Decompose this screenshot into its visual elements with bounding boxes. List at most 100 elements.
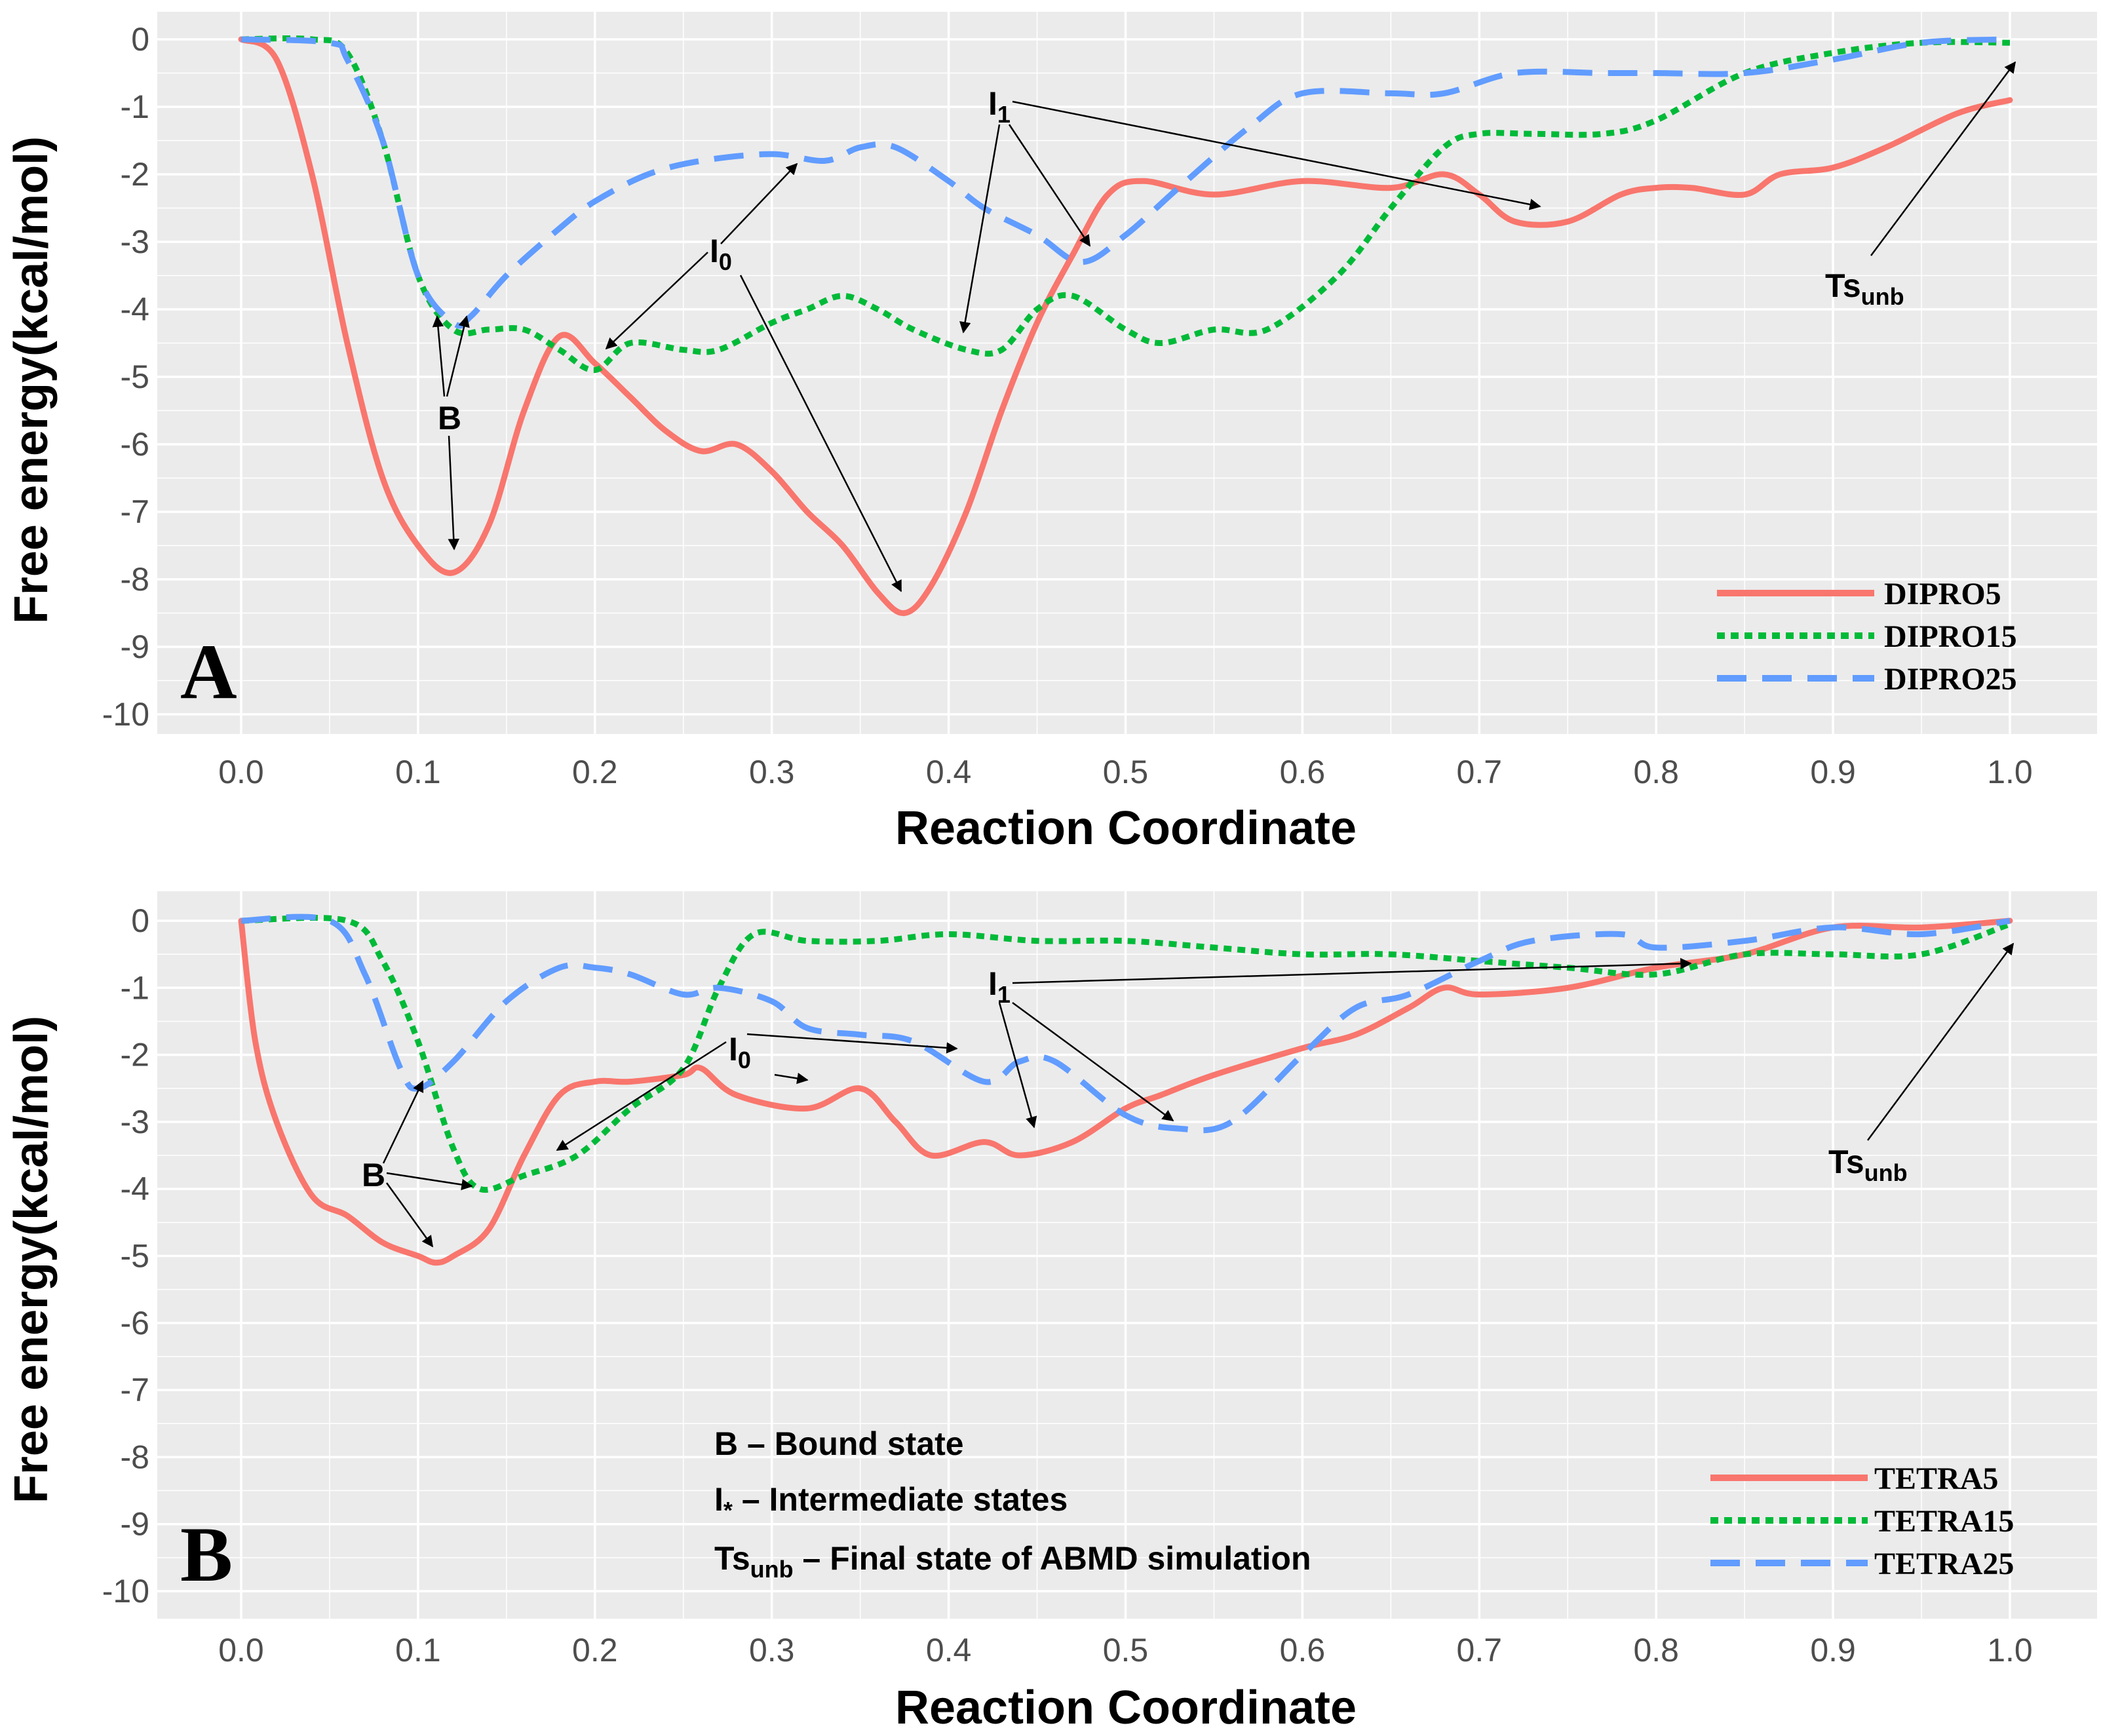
y-tick-label: -4: [121, 291, 149, 328]
arrow-a-b-3: [448, 435, 460, 550]
x-tick-label: 0.5: [1103, 754, 1149, 790]
arrow-a-i0-2: [720, 163, 798, 244]
arrow-a-i1-3: [1012, 100, 1541, 210]
panel-b-series: [238, 914, 2013, 1266]
y-tick-label: -1: [121, 88, 149, 125]
panel-b-grid: [157, 891, 2097, 1619]
y-tick-label: -2: [121, 1037, 149, 1073]
legend-label-tetra15: TETRA15: [1874, 1504, 2014, 1539]
panel-b-annotations: B I0 I1 Tsunb: [362, 942, 2014, 1248]
panel-a: 0-1-2-3-4-5-6-7-8-9-10 0.0 0.1 0.2 0.3 0.4 0.…: [5, 12, 2097, 855]
y-tick-label: -10: [102, 1573, 149, 1610]
x-tick-label: 0.0: [218, 1632, 264, 1668]
arrow-b-i1-1: [998, 1002, 1037, 1128]
y-tick-label: -4: [121, 1170, 149, 1207]
panel-a-series: [238, 35, 2013, 617]
legend-label-dipro25: DIPRO25: [1884, 662, 2017, 697]
annotation-a-b: B: [438, 400, 461, 436]
arrow-a-b-2: [446, 315, 470, 397]
y-tick-label: -6: [121, 426, 149, 463]
y-tick-label: -7: [121, 1372, 149, 1408]
y-tick-label: 0: [131, 902, 149, 939]
x-tick-label: 0.5: [1103, 1632, 1149, 1668]
x-tick-label: 0.0: [218, 754, 264, 790]
panel-b-y-axis-title: Free energy(kcal/mol): [5, 1016, 58, 1503]
x-tick-label: 0.3: [749, 754, 795, 790]
panel-b: 0 -1 -2 -3 -4 -5 -6 -7 -8 -9 -10 0.0 0.1 0.2 0.3 0.4 0.…: [5, 891, 2097, 1734]
x-tick-label: 0.2: [572, 754, 618, 790]
panel-a-letter: A: [180, 628, 237, 715]
annotation-a-i1: I1: [988, 85, 1011, 128]
panel-b-legend: TETRA5 TETRA15 TETRA25: [1710, 1461, 2014, 1581]
x-tick-label: 0.4: [926, 754, 972, 790]
panel-a-x-ticks: 0.0 0.1 0.2 0.3 0.4 0.5 0.6 0.7 0.8 0.9 1.0: [218, 754, 2033, 790]
note-bound-state: B – Bound state: [714, 1425, 964, 1462]
panel-b-letter: B: [180, 1511, 233, 1598]
y-tick-label: -3: [121, 1104, 149, 1140]
arrow-b-b-3: [385, 1182, 434, 1248]
panel-b-x-axis-title: Reaction Coordinate: [895, 1682, 1357, 1734]
x-tick-label: 0.3: [749, 1632, 795, 1668]
y-tick-label: -5: [121, 1238, 149, 1275]
panel-b-x-ticks: 0.0 0.1 0.2 0.3 0.4 0.5 0.6 0.7 0.8 0.9 1.0: [218, 1632, 2033, 1668]
legend-notes: B – Bound state I* – Intermediate states…: [714, 1425, 1311, 1583]
y-tick-label: -9: [121, 1506, 149, 1543]
series-line-tetra25: [241, 914, 2011, 1134]
series-line-tetra5: [238, 917, 2013, 1266]
legend-label-tetra25: TETRA25: [1874, 1547, 2014, 1581]
x-tick-label: 0.9: [1810, 754, 1856, 790]
arrow-b-b-1: [382, 1080, 424, 1164]
panel-a-annotations: B I0 I1 Tsunb: [432, 61, 2016, 592]
y-tick-label: 0: [131, 21, 149, 58]
annotation-b-i1: I1: [988, 965, 1011, 1008]
note-intermediate-states: I* – Intermediate states: [714, 1481, 1068, 1524]
arrow-a-i0-3: [739, 275, 902, 592]
x-tick-label: 0.2: [572, 1632, 618, 1668]
x-tick-label: 0.1: [395, 754, 441, 790]
panel-a-x-axis-title: Reaction Coordinate: [895, 802, 1357, 855]
panel-b-y-ticks: 0 -1 -2 -3 -4 -5 -6 -7 -8 -9 -10: [102, 902, 149, 1610]
x-tick-label: 0.1: [395, 1632, 441, 1668]
x-tick-label: 1.0: [1987, 1632, 2033, 1668]
arrow-b-tsunb: [1866, 942, 2014, 1141]
annotation-b-i0: I0: [729, 1031, 751, 1073]
arrow-a-i1-2: [1008, 124, 1091, 247]
y-tick-label: -8: [121, 1438, 149, 1475]
x-tick-label: 0.8: [1633, 754, 1679, 790]
panel-a-background: [157, 12, 2097, 734]
legend-label-tetra5: TETRA5: [1874, 1461, 1998, 1496]
arrow-a-b-1: [432, 315, 446, 397]
note-final-state: Tsunb – Final state of ABMD simulation: [714, 1540, 1311, 1583]
annotation-b-b: B: [362, 1157, 385, 1193]
arrow-b-i0-2: [746, 1033, 958, 1054]
arrow-a-i0-1: [605, 252, 708, 350]
x-tick-label: 0.6: [1280, 1632, 1326, 1668]
series-line-tetra15: [241, 914, 2011, 1193]
y-tick-label: -8: [121, 561, 149, 598]
y-tick-label: -9: [121, 628, 149, 665]
y-tick-label: -10: [102, 696, 149, 733]
annotation-a-i0: I0: [710, 233, 732, 275]
series-line-dipro15: [241, 35, 2011, 374]
arrow-b-i0-1: [556, 1041, 727, 1151]
panel-a-y-ticks: 0 -1 -2 -3 -4 -5 -6 -7 -8 -9 -10: [102, 21, 149, 733]
arrow-a-i1-1: [959, 124, 1001, 334]
y-tick-label: -1: [121, 969, 149, 1006]
x-tick-label: 0.6: [1280, 754, 1326, 790]
annotation-b-tsunb: Tsunb: [1828, 1144, 1908, 1186]
arrow-b-b-2: [386, 1172, 473, 1191]
y-tick-label: -2: [121, 156, 149, 193]
x-tick-label: 0.4: [926, 1632, 972, 1668]
panel-a-grid: [157, 12, 2097, 734]
arrow-b-i0-3: [774, 1072, 809, 1085]
legend-label-dipro15: DIPRO15: [1884, 619, 2017, 654]
arrow-a-tsunb: [1870, 61, 2016, 256]
x-tick-label: 0.8: [1633, 1632, 1679, 1668]
y-tick-label: -7: [121, 493, 149, 530]
y-tick-label: -5: [121, 358, 149, 395]
legend-label-dipro5: DIPRO5: [1884, 577, 2001, 611]
y-tick-label: -6: [121, 1305, 149, 1341]
arrow-b-i1-2: [1012, 1001, 1174, 1122]
arrow-b-i1-3: [1012, 957, 1692, 984]
